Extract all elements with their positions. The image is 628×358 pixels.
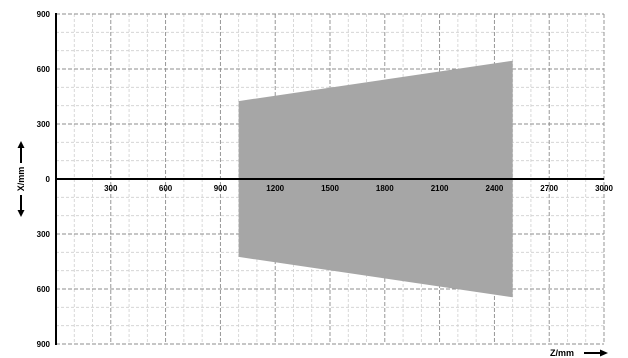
x-tick-label: 900 (214, 184, 228, 193)
x-axis-title-group: Z/mm (550, 348, 608, 358)
y-axis-arrow-up-head (17, 141, 25, 148)
y-tick-label: 600 (37, 285, 51, 294)
axes-layer (55, 13, 604, 345)
y-axis-title-group: X/mm (16, 141, 26, 217)
y-tick-label: 300 (37, 120, 51, 129)
y-tick-label: 600 (37, 65, 51, 74)
y-tick-label: 300 (37, 230, 51, 239)
y-axis-label: X/mm (16, 167, 26, 192)
x-tick-label: 1200 (266, 184, 284, 193)
x-tick-label: 1800 (376, 184, 394, 193)
x-tick-label: 2700 (540, 184, 558, 193)
x-tick-label: 3000 (595, 184, 613, 193)
x-tick-label: 300 (104, 184, 118, 193)
y-axis-arrow-down-head (17, 210, 25, 217)
tick-labels: 300 600 900 1200 1500 1800 2100 2400 2700 3000900… (37, 10, 614, 349)
y-tick-label: 900 (37, 340, 51, 349)
x-axis-label: Z/mm (550, 348, 574, 358)
x-tick-label: 600 (159, 184, 173, 193)
x-axis-arrow-head (600, 349, 608, 357)
x-tick-label: 1500 (321, 184, 339, 193)
y-tick-label: 0 (46, 175, 51, 184)
x-tick-label: 2400 (486, 184, 504, 193)
x-tick-label: 2100 (431, 184, 449, 193)
y-tick-label: 900 (37, 10, 51, 19)
